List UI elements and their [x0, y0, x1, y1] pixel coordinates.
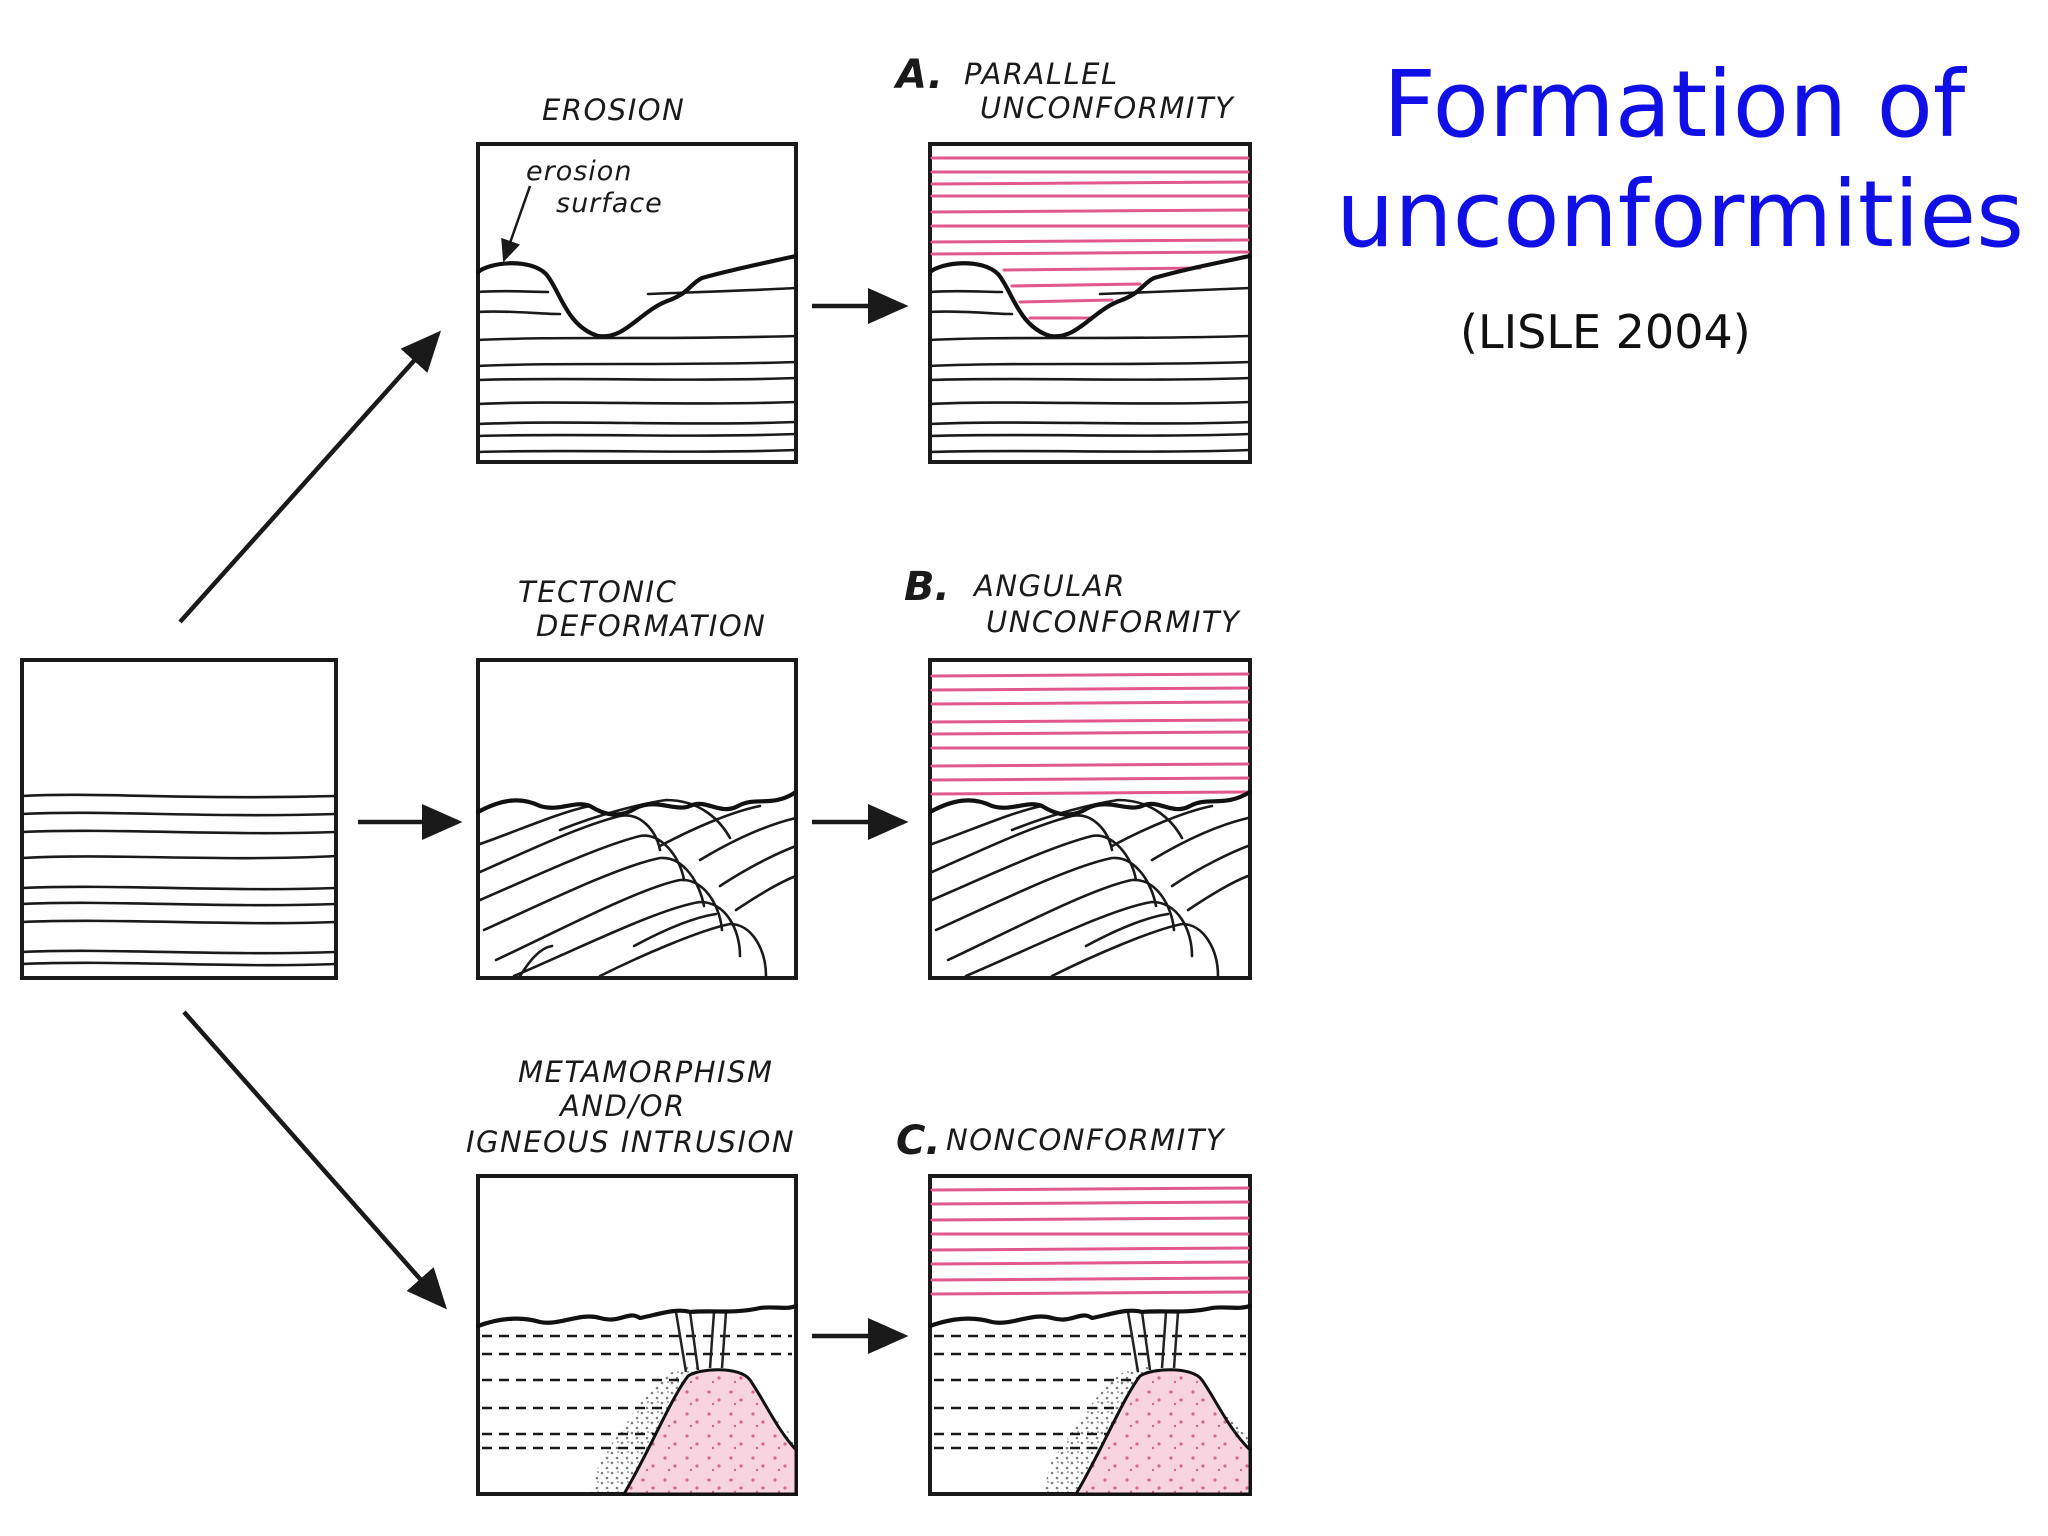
- label-b-line-2: UNCONFORMITY: [986, 605, 1241, 639]
- label-erosion-surface-2: surface: [556, 188, 663, 219]
- label-c-line-1: NONCONFORMITY: [946, 1123, 1226, 1157]
- panel-tectonic-deformation: TECTONIC DEFORMATION: [475, 575, 799, 980]
- title-line-1: Formation of: [1383, 51, 1968, 158]
- label-a-line-2: UNCONFORMITY: [980, 91, 1235, 125]
- label-b-letter: B.: [904, 564, 950, 610]
- process-arrows: [178, 288, 909, 1354]
- panel-angular-unconformity: B. ANGULAR UNCONFORMITY: [904, 564, 1253, 980]
- label-b-line-1: ANGULAR: [972, 569, 1126, 603]
- citation: (LISLE 2004): [1460, 305, 1751, 359]
- panel-nonconformity: C. NONCONFORMITY: [896, 1118, 1253, 1496]
- arrow-to-erosion: [178, 330, 442, 624]
- label-erosion: EROSION: [542, 93, 685, 127]
- label-erosion-surface-1: erosion: [526, 156, 632, 187]
- erosion-surface-pointer: [501, 185, 532, 263]
- panel-metamorphism-intrusion: METAMORPHISM AND/OR IGNEOUS INTRUSION: [466, 1055, 799, 1496]
- panel-erosion: EROSION erosion surface: [475, 93, 799, 464]
- label-tectonic-2: DEFORMATION: [536, 609, 766, 643]
- label-meta-3: IGNEOUS INTRUSION: [466, 1125, 795, 1159]
- label-a-letter: A.: [893, 52, 943, 98]
- label-c-letter: C.: [896, 1118, 941, 1164]
- label-tectonic-1: TECTONIC: [518, 575, 677, 609]
- label-a-line-1: PARALLEL: [964, 57, 1119, 91]
- label-meta-2: AND/OR: [558, 1089, 686, 1123]
- panel-original-strata: [20, 658, 338, 980]
- label-meta-1: METAMORPHISM: [518, 1055, 774, 1089]
- title-line-2: unconformities: [1336, 161, 2024, 268]
- panel-parallel-unconformity: A. PARALLEL UNCONFORMITY: [893, 52, 1253, 464]
- arrow-to-metamorphism: [182, 1010, 447, 1310]
